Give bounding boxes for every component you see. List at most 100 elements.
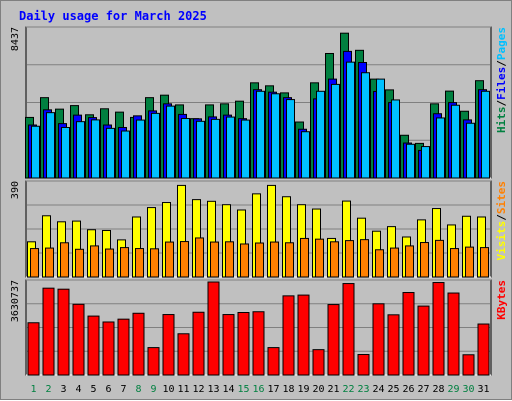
day-label-22: 22 bbox=[342, 384, 354, 395]
kbytes-bar-day-25 bbox=[387, 314, 400, 376]
visits-sites-legend-item-2: Sites bbox=[495, 181, 508, 214]
day-label-18: 18 bbox=[282, 384, 294, 395]
kbytes-bar-day-6 bbox=[102, 321, 115, 376]
sites-bar-day-31 bbox=[480, 247, 489, 278]
chart-title: Daily usage for March 2025 bbox=[19, 9, 207, 23]
kbytes-bar-day-17 bbox=[267, 347, 280, 376]
day-label-23: 23 bbox=[357, 384, 369, 395]
sites-bar-day-11 bbox=[180, 241, 189, 278]
kbytes-bar-day-1 bbox=[27, 322, 40, 376]
kbytes-legend-item-0: KBytes bbox=[495, 280, 508, 320]
pages-bar-day-15 bbox=[241, 119, 250, 179]
day-labels: 1 2 3 4 5 6 7 8 9 10 11 12 13 14 15 16 17 18 19 20 21 22 23 24 2… bbox=[30, 384, 489, 395]
visits-sites-max-label: 390 bbox=[10, 181, 21, 199]
sites-bar-day-18 bbox=[285, 242, 294, 278]
sites-bar-day-9 bbox=[150, 248, 159, 278]
sites-bar-day-16 bbox=[255, 242, 264, 278]
panel-kbytes: 3630737 KBytes bbox=[10, 279, 508, 376]
day-label-29: 29 bbox=[447, 384, 459, 395]
panel-visits-sites: 390 Visits/Sites bbox=[10, 180, 508, 278]
kbytes-bar-day-9 bbox=[147, 347, 160, 376]
day-label-21: 21 bbox=[327, 384, 339, 395]
kbytes-bar-day-12 bbox=[192, 311, 205, 376]
sites-bar-day-10 bbox=[165, 241, 174, 278]
day-label-31: 31 bbox=[477, 384, 489, 395]
sites-bar-day-2 bbox=[45, 247, 54, 278]
sites-bar-day-27 bbox=[420, 242, 429, 278]
kbytes-legend: KBytes bbox=[495, 280, 508, 320]
sites-bar-day-23 bbox=[360, 239, 369, 278]
sites-bar-day-17 bbox=[270, 241, 279, 278]
kbytes-bar-day-31 bbox=[477, 323, 490, 376]
day-label-25: 25 bbox=[387, 384, 399, 395]
kbytes-bar-day-13 bbox=[207, 281, 220, 376]
sites-bar-day-7 bbox=[120, 247, 129, 278]
pages-bar-day-28 bbox=[436, 117, 445, 179]
day-label-19: 19 bbox=[297, 384, 309, 395]
day-label-9: 9 bbox=[150, 384, 156, 395]
hits-files-pages-legend-item-1: / bbox=[495, 100, 508, 107]
pages-bar-day-12 bbox=[196, 120, 205, 179]
kbytes-bar-day-15 bbox=[237, 312, 250, 376]
kbytes-bar-day-30 bbox=[462, 354, 475, 376]
day-label-26: 26 bbox=[402, 384, 414, 395]
day-label-3: 3 bbox=[60, 384, 66, 395]
pages-bar-day-5 bbox=[91, 119, 100, 179]
kbytes-bar-day-11 bbox=[177, 333, 190, 376]
visits-sites-legend-item-0: Visits bbox=[495, 221, 508, 261]
kbytes-max-label: 3630737 bbox=[10, 280, 21, 322]
pages-bar-day-16 bbox=[256, 90, 265, 179]
sites-bar-day-30 bbox=[465, 246, 474, 278]
pages-bar-day-22 bbox=[346, 61, 355, 179]
hits-files-pages-legend-item-3: / bbox=[495, 60, 508, 67]
pages-bar-day-14 bbox=[226, 116, 235, 179]
sites-bar-day-6 bbox=[105, 248, 114, 278]
sites-bar-day-21 bbox=[330, 241, 339, 278]
hits-files-pages-legend-item-2: Files bbox=[495, 67, 508, 100]
sites-bar-day-24 bbox=[375, 249, 384, 278]
day-label-24: 24 bbox=[372, 384, 384, 395]
hits-files-pages-max-label: 8437 bbox=[10, 27, 21, 51]
kbytes-bar-day-24 bbox=[372, 303, 385, 376]
pages-bar-day-19 bbox=[301, 131, 310, 179]
sites-bar-day-29 bbox=[450, 248, 459, 278]
kbytes-bar-day-20 bbox=[312, 349, 325, 376]
sites-bar-day-20 bbox=[315, 238, 324, 278]
kbytes-series-kbytes bbox=[27, 281, 490, 376]
visits-sites-series-sites bbox=[30, 237, 489, 278]
pages-bar-day-10 bbox=[166, 105, 175, 179]
pages-bar-day-4 bbox=[76, 121, 85, 179]
panel-hits-files-pages: 8437 Hits/Files/Pages bbox=[10, 26, 508, 179]
day-label-7: 7 bbox=[120, 384, 126, 395]
kbytes-bar-day-26 bbox=[402, 292, 415, 376]
hits-files-pages-legend-item-4: Pages bbox=[495, 27, 508, 60]
day-label-8: 8 bbox=[135, 384, 141, 395]
day-label-27: 27 bbox=[417, 384, 429, 395]
pages-bar-day-26 bbox=[406, 143, 415, 179]
pages-bar-day-30 bbox=[466, 122, 475, 179]
day-label-30: 30 bbox=[462, 384, 474, 395]
visits-sites-legend: Visits/Sites bbox=[495, 181, 508, 261]
pages-bar-day-3 bbox=[61, 126, 70, 179]
day-label-16: 16 bbox=[252, 384, 264, 395]
day-label-17: 17 bbox=[267, 384, 279, 395]
pages-bar-day-11 bbox=[181, 117, 190, 179]
sites-bar-day-13 bbox=[210, 241, 219, 278]
kbytes-bar-day-28 bbox=[432, 282, 445, 376]
kbytes-bar-day-10 bbox=[162, 314, 175, 376]
pages-bar-day-23 bbox=[361, 72, 370, 179]
day-label-28: 28 bbox=[432, 384, 444, 395]
sites-bar-day-28 bbox=[435, 239, 444, 278]
pages-bar-day-27 bbox=[421, 146, 430, 179]
sites-bar-day-14 bbox=[225, 241, 234, 278]
day-label-2: 2 bbox=[45, 384, 51, 395]
day-label-10: 10 bbox=[162, 384, 174, 395]
pages-bar-day-8 bbox=[136, 119, 145, 179]
kbytes-bar-day-19 bbox=[297, 294, 310, 376]
sites-bar-day-22 bbox=[345, 240, 354, 278]
pages-bar-day-7 bbox=[121, 130, 130, 179]
hits-files-pages-legend: Hits/Files/Pages bbox=[495, 27, 508, 133]
sites-bar-day-4 bbox=[75, 248, 84, 278]
